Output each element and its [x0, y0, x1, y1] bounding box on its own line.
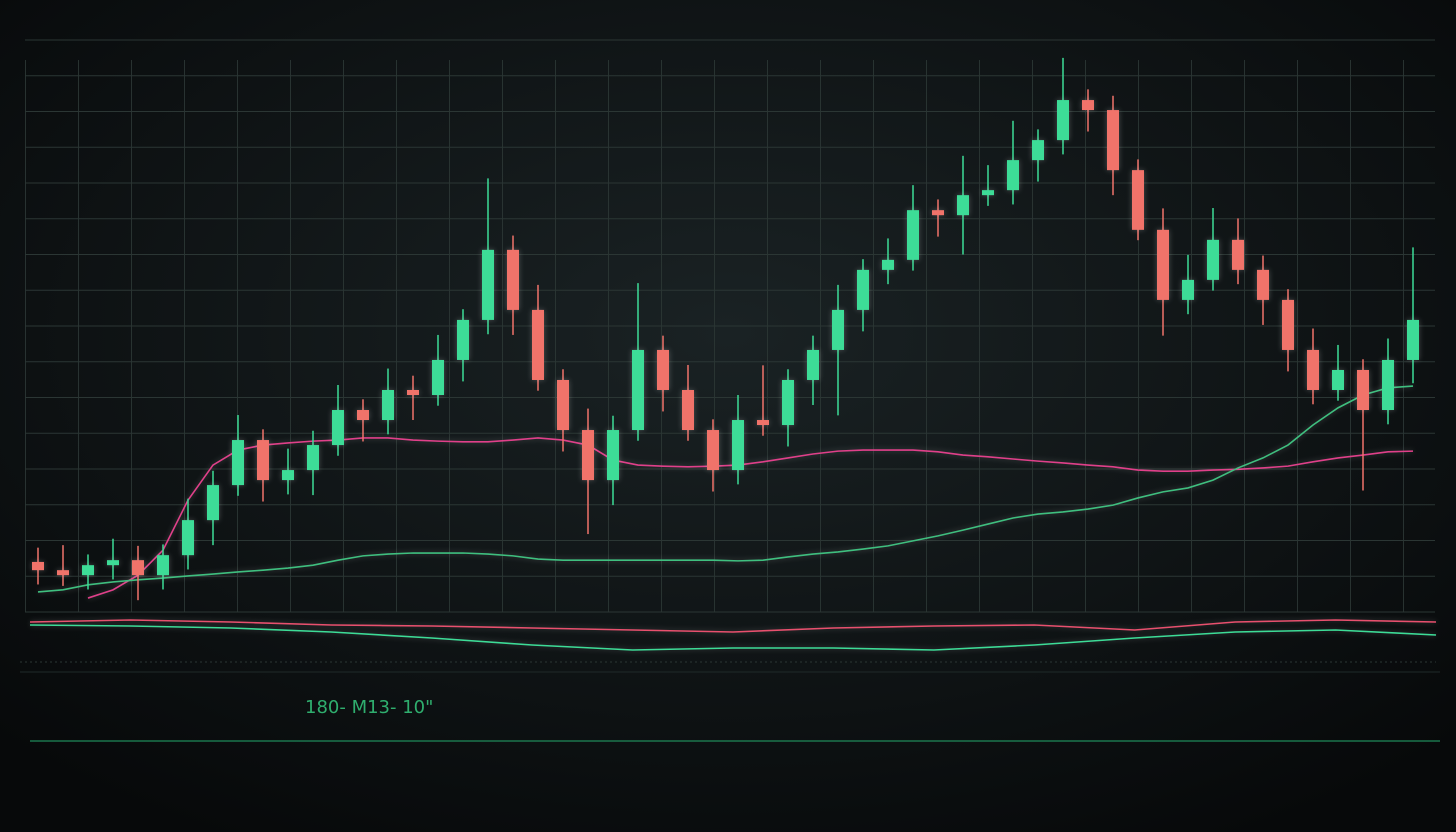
- candle-body: [1132, 170, 1144, 230]
- candle-body: [407, 389, 419, 395]
- candle-body: [1307, 349, 1319, 390]
- candle-body: [257, 440, 269, 481]
- candle-body: [1332, 369, 1344, 390]
- candle-body: [1382, 359, 1394, 411]
- candle-body: [132, 560, 144, 576]
- candle-body: [1407, 319, 1419, 360]
- candle-body: [507, 249, 519, 310]
- candle-body: [82, 565, 94, 576]
- candle-body: [682, 389, 694, 431]
- candle-body: [1007, 160, 1019, 191]
- candle-body: [957, 195, 969, 216]
- candle-body: [1232, 239, 1244, 270]
- candle-body: [607, 430, 619, 481]
- candle-body: [382, 389, 394, 421]
- moving-average: [87, 437, 1414, 599]
- candle-body: [907, 210, 919, 260]
- candle-body: [232, 440, 244, 486]
- candle-body: [1182, 279, 1194, 300]
- candle-body: [182, 520, 194, 556]
- candle-body: [432, 359, 444, 395]
- candle-body: [1282, 299, 1294, 350]
- candle-body: [207, 485, 219, 521]
- candle-body: [332, 410, 344, 446]
- candle-body: [732, 420, 744, 471]
- candle-body: [482, 249, 494, 320]
- candle-body: [557, 379, 569, 431]
- moving-average: [37, 385, 1414, 593]
- plot: [25, 39, 1437, 651]
- candle-body: [1057, 100, 1069, 141]
- candle-body: [857, 269, 869, 310]
- candle-body: [107, 560, 119, 566]
- candle-body: [1082, 100, 1094, 111]
- vertical-grid: [25, 60, 1435, 612]
- candle-body: [832, 309, 844, 350]
- candle-body: [1032, 140, 1044, 161]
- candle-body: [357, 410, 369, 421]
- candle-body: [932, 210, 944, 216]
- candle-body: [632, 349, 644, 431]
- candle-body: [57, 570, 69, 576]
- candle-body: [1257, 269, 1269, 300]
- candle-body: [707, 430, 719, 471]
- oscillator-line: [29, 624, 1437, 651]
- candle-body: [157, 555, 169, 576]
- candle-body: [982, 190, 994, 196]
- candle-body: [307, 445, 319, 471]
- candle-body: [532, 309, 544, 380]
- candle-body: [1107, 110, 1119, 171]
- candle-body: [807, 349, 819, 380]
- candle-body: [782, 379, 794, 426]
- candle-body: [582, 430, 594, 481]
- annotation: 180- M13- 10": [305, 697, 433, 718]
- oscillator-line: [29, 619, 1437, 633]
- candle-body: [457, 319, 469, 360]
- candle-body: [282, 470, 294, 481]
- candle-body: [657, 349, 669, 390]
- candle-body: [1207, 239, 1219, 280]
- candle-body: [757, 420, 769, 426]
- candle-body: [32, 561, 44, 571]
- candle-body: [1357, 369, 1369, 411]
- candle-body: [1157, 229, 1169, 300]
- candle-body: [882, 259, 894, 270]
